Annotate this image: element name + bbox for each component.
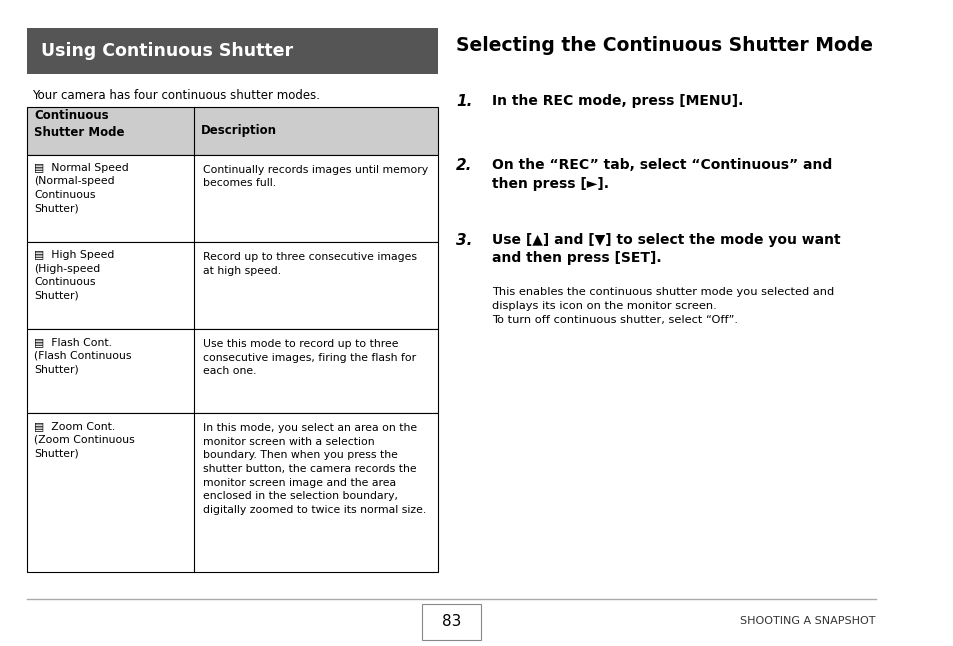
Text: ▤  Normal Speed
(Normal-speed
Continuous
Shutter): ▤ Normal Speed (Normal-speed Continuous … bbox=[34, 163, 129, 214]
Text: Selecting the Continuous Shutter Mode: Selecting the Continuous Shutter Mode bbox=[456, 36, 872, 54]
Text: Continuous
Shutter Mode: Continuous Shutter Mode bbox=[34, 109, 125, 140]
Text: 2.: 2. bbox=[456, 158, 472, 173]
Text: Continually records images until memory
becomes full.: Continually records images until memory … bbox=[203, 165, 428, 189]
Text: ▤  Zoom Cont.
(Zoom Continuous
Shutter): ▤ Zoom Cont. (Zoom Continuous Shutter) bbox=[34, 421, 135, 459]
FancyBboxPatch shape bbox=[27, 242, 437, 329]
Text: Use [▲] and [▼] to select the mode you want
and then press [SET].: Use [▲] and [▼] to select the mode you w… bbox=[492, 233, 840, 265]
Text: Record up to three consecutive images
at high speed.: Record up to three consecutive images at… bbox=[203, 252, 416, 276]
FancyBboxPatch shape bbox=[27, 413, 437, 572]
Text: Use this mode to record up to three
consecutive images, firing the flash for
eac: Use this mode to record up to three cons… bbox=[203, 339, 416, 377]
Text: 83: 83 bbox=[441, 614, 460, 629]
Text: 3.: 3. bbox=[456, 233, 472, 247]
Text: 1.: 1. bbox=[456, 94, 472, 109]
Text: ▤  Flash Cont.
(Flash Continuous
Shutter): ▤ Flash Cont. (Flash Continuous Shutter) bbox=[34, 337, 132, 375]
Text: Using Continuous Shutter: Using Continuous Shutter bbox=[41, 42, 293, 60]
FancyBboxPatch shape bbox=[27, 329, 437, 413]
FancyBboxPatch shape bbox=[421, 604, 480, 640]
FancyBboxPatch shape bbox=[27, 28, 437, 74]
Text: ▤  High Speed
(High-speed
Continuous
Shutter): ▤ High Speed (High-speed Continuous Shut… bbox=[34, 250, 114, 301]
FancyBboxPatch shape bbox=[27, 155, 437, 242]
Text: On the “REC” tab, select “Continuous” and
then press [►].: On the “REC” tab, select “Continuous” an… bbox=[492, 158, 832, 191]
Text: SHOOTING A SNAPSHOT: SHOOTING A SNAPSHOT bbox=[740, 616, 875, 627]
FancyBboxPatch shape bbox=[27, 107, 437, 155]
Text: This enables the continuous shutter mode you selected and
displays its icon on t: This enables the continuous shutter mode… bbox=[492, 287, 834, 325]
Text: In the REC mode, press [MENU].: In the REC mode, press [MENU]. bbox=[492, 94, 742, 108]
Text: In this mode, you select an area on the
monitor screen with a selection
boundary: In this mode, you select an area on the … bbox=[203, 423, 426, 515]
Text: Description: Description bbox=[201, 124, 277, 138]
Text: Your camera has four continuous shutter modes.: Your camera has four continuous shutter … bbox=[31, 89, 319, 102]
